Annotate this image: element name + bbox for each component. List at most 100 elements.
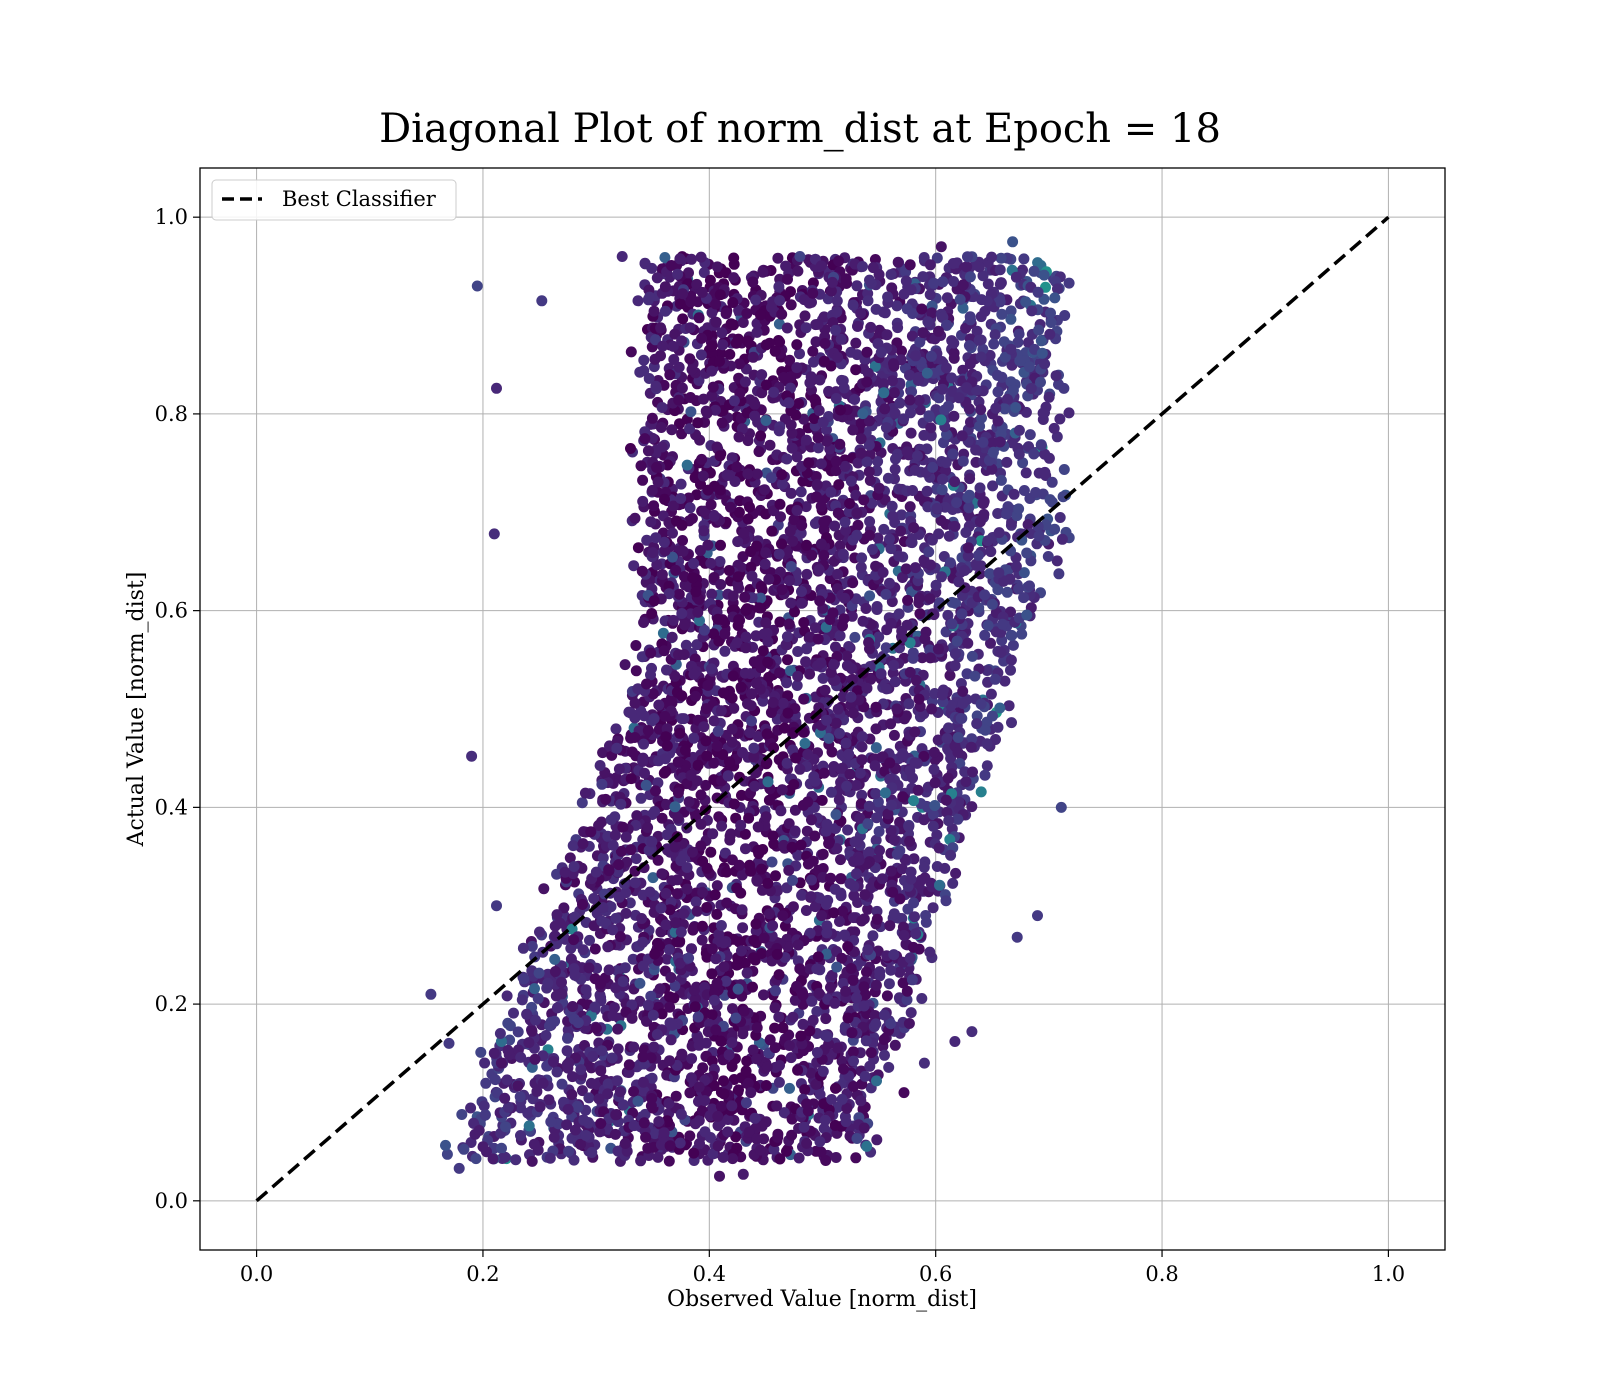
scatter-point (611, 1075, 623, 1087)
scatter-point (931, 252, 943, 264)
scatter-point (994, 436, 1006, 448)
scatter-point (685, 406, 697, 418)
scatter-point (731, 882, 743, 894)
scatter-point (637, 1076, 649, 1088)
scatter-point (674, 253, 686, 265)
scatter-point (679, 619, 691, 631)
scatter-point (773, 548, 785, 560)
scatter-point (856, 731, 868, 743)
scatter-point (913, 592, 925, 604)
scatter-point (951, 497, 963, 509)
scatter-point (792, 265, 804, 277)
scatter-point (679, 744, 691, 756)
scatter-point (1049, 292, 1061, 304)
scatter-point (545, 1116, 557, 1128)
scatter-point (642, 725, 654, 736)
scatter-point (518, 973, 530, 985)
scatter-point (952, 746, 964, 758)
scatter-point (648, 1041, 660, 1053)
scatter-point (978, 508, 990, 520)
scatter-point (711, 977, 723, 989)
scatter-point (856, 741, 868, 753)
scatter-point (875, 346, 887, 358)
scatter-point (787, 874, 798, 886)
scatter-point (952, 732, 964, 743)
scatter-point (949, 520, 961, 532)
scatter-point (799, 1084, 811, 1096)
scatter-point (834, 540, 846, 552)
scatter-point (629, 877, 641, 889)
scatter-point (781, 677, 793, 689)
scatter-point (881, 990, 893, 1002)
scatter-point (962, 542, 974, 554)
scatter-point (688, 984, 700, 996)
scatter-point (781, 1145, 792, 1157)
scatter-point (858, 981, 870, 993)
scatter-point (876, 873, 888, 885)
scatter-point (695, 789, 707, 801)
scatter-point (1013, 503, 1025, 515)
scatter-point (766, 301, 777, 313)
scatter-point (762, 877, 774, 889)
scatter-point (673, 588, 685, 600)
scatter-point (572, 1101, 584, 1113)
scatter-point (685, 943, 697, 955)
scatter-point (944, 670, 956, 681)
scatter-point (760, 339, 772, 351)
scatter-point (792, 1064, 804, 1076)
scatter-point (723, 1049, 735, 1061)
scatter-point (803, 297, 815, 309)
scatter-point (905, 536, 917, 548)
scatter-point (567, 1001, 579, 1012)
scatter-point (913, 693, 925, 705)
scatter-point (666, 424, 678, 436)
scatter-point (772, 1131, 784, 1143)
scatter-point (646, 262, 658, 274)
scatter-point (733, 1084, 744, 1096)
scatter-point (982, 535, 994, 547)
scatter-point (904, 501, 916, 513)
scatter-point (597, 747, 609, 759)
scatter-point (708, 715, 720, 727)
scatter-point (670, 1090, 682, 1102)
scatter-point (676, 428, 688, 440)
scatter-point (891, 300, 903, 312)
scatter-point (607, 1010, 619, 1021)
scatter-point (718, 1088, 730, 1100)
scatter-point (589, 943, 601, 955)
scatter-point (568, 861, 580, 872)
scatter-point (651, 272, 663, 284)
scatter-point (861, 1140, 873, 1152)
scatter-point (674, 1137, 686, 1149)
scatter-point (948, 410, 960, 422)
scatter-point (995, 474, 1007, 486)
scatter-point (489, 1074, 501, 1086)
scatter-point (753, 446, 765, 458)
scatter-point (995, 647, 1007, 658)
scatter-point (726, 736, 738, 748)
scatter-point (773, 1076, 785, 1088)
scatter-point (860, 1035, 872, 1047)
scatter-point (925, 422, 937, 434)
scatter-point (768, 386, 780, 398)
scatter-point (841, 660, 853, 672)
scatter-point (656, 868, 668, 880)
scatter-point (795, 486, 807, 498)
scatter-point (982, 278, 994, 290)
scatter-point (842, 824, 854, 836)
scatter-point (655, 422, 667, 433)
scatter-point (832, 507, 844, 519)
scatter-point (659, 493, 670, 505)
scatter-point (827, 607, 839, 619)
scatter-point (910, 928, 922, 940)
scatter-point (740, 843, 751, 855)
scatter-point (612, 1043, 624, 1055)
scatter-point (975, 786, 987, 798)
scatter-point (887, 375, 898, 387)
scatter-point (725, 318, 737, 330)
scatter-point (717, 687, 729, 699)
scatter-point (732, 333, 744, 345)
scatter-point (663, 944, 675, 956)
scatter-point (750, 678, 762, 689)
scatter-point (708, 994, 720, 1006)
